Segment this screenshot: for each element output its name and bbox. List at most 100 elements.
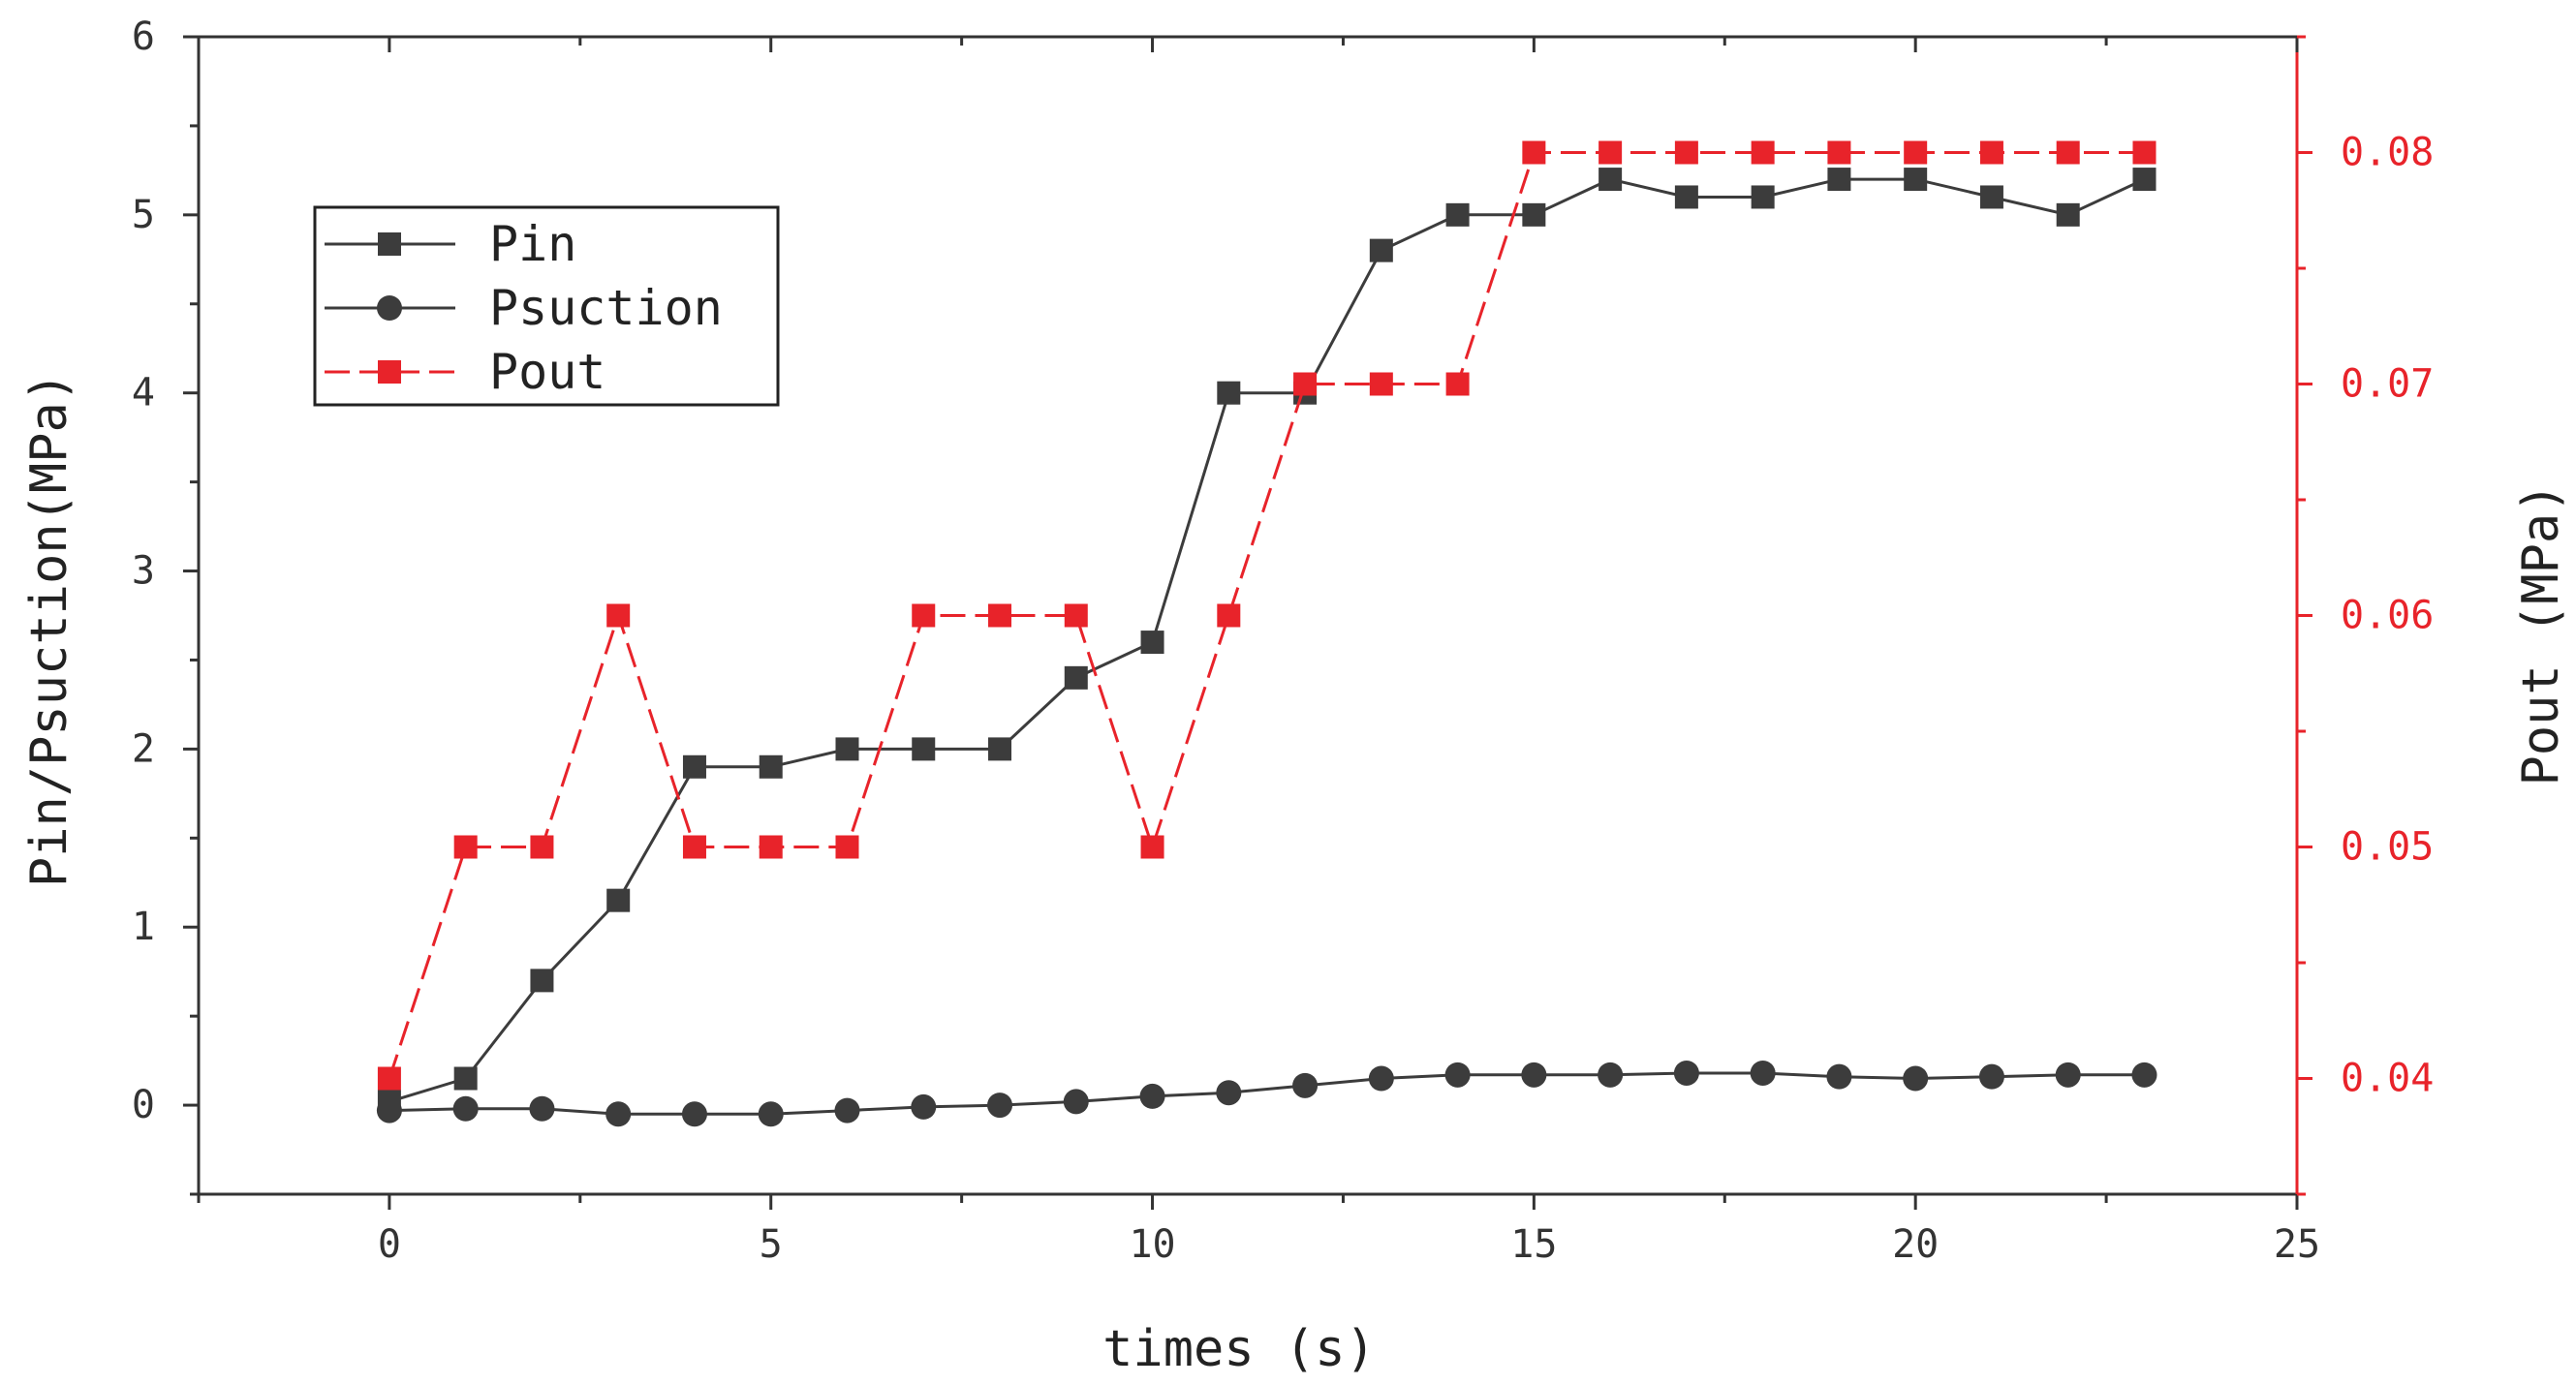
y-tick-label-left: 5 (132, 193, 155, 237)
pout-point (1140, 835, 1164, 859)
pout-point (1827, 140, 1851, 165)
x-tick-label: 0 (378, 1222, 401, 1267)
psuction-point (1826, 1063, 1852, 1090)
psuction-point (911, 1093, 937, 1120)
pin-point (759, 754, 783, 779)
psuction-point (376, 1097, 402, 1123)
x-tick-label: 25 (2274, 1222, 2320, 1267)
pout-point (1217, 603, 1241, 628)
x-tick-label: 20 (1892, 1222, 1939, 1267)
psuction-point (1978, 1063, 2004, 1090)
psuction-point (1292, 1072, 1319, 1098)
psuction-point (681, 1101, 707, 1127)
pout-point (1598, 140, 1623, 165)
psuction-point (1444, 1062, 1471, 1088)
pout-point (453, 835, 478, 859)
pin-point (2056, 202, 2080, 227)
pin-point (835, 737, 859, 761)
y-tick-label-left: 0 (132, 1083, 155, 1127)
psuction-point (987, 1093, 1013, 1119)
x-tick-label: 10 (1129, 1222, 1175, 1267)
psuction-series-line (388, 1071, 2145, 1116)
pout-point (1674, 140, 1698, 165)
psuction-point (758, 1101, 784, 1127)
psuction-point (1063, 1089, 1089, 1115)
psuction-point (2055, 1062, 2081, 1088)
legend-label-psuction: Psuction (489, 280, 723, 336)
pout-point (1979, 140, 2003, 165)
legend-marker-pin (378, 232, 401, 256)
psuction-point (605, 1101, 632, 1127)
pout-point (1904, 140, 1928, 165)
psuction-point (1750, 1060, 1776, 1086)
y-tick-label-left: 1 (132, 905, 155, 949)
pin-point (682, 754, 706, 779)
legend: Pin Psuction Pout (313, 205, 780, 407)
psuction-point (1368, 1065, 1394, 1092)
y-tick-label-left: 4 (132, 371, 155, 416)
psuction-point (1521, 1062, 1547, 1088)
pout-point (1751, 140, 1775, 165)
pout-point (682, 835, 706, 859)
y-axis-title-right: Pout (MPa) (2512, 482, 2570, 785)
pin-point (530, 969, 554, 993)
y-tick-label-right: 0.06 (2341, 594, 2434, 638)
pin-point (1827, 168, 1851, 192)
pout-point (759, 835, 783, 859)
legend-marker-psuction (377, 295, 402, 321)
pout-point (530, 835, 554, 859)
y-tick-label-right: 0.08 (2341, 131, 2434, 175)
pin-point (1369, 238, 1393, 262)
pout-point (1293, 372, 1318, 396)
pout-point (1445, 372, 1470, 396)
pout-point (2132, 140, 2157, 165)
pout-point (912, 603, 936, 628)
legend-label-pout: Pout (489, 344, 605, 400)
pin-point (453, 1066, 478, 1091)
psuction-point (1903, 1065, 1929, 1092)
psuction-point (1139, 1083, 1165, 1109)
y-tick-label-left: 2 (132, 726, 155, 771)
psuction-point (529, 1095, 555, 1122)
pin-point (912, 737, 936, 761)
pout-point (1064, 603, 1088, 628)
pin-point (988, 737, 1012, 761)
y-tick-label-left: 3 (132, 549, 155, 594)
psuction-point (834, 1097, 860, 1123)
y-axis-title-left: Pin/Psuction(MPa) (20, 372, 78, 887)
y-tick-label-right: 0.05 (2341, 825, 2434, 870)
psuction-point (452, 1095, 479, 1122)
pin-point (606, 888, 631, 912)
pin-point (1140, 631, 1164, 655)
pout-point (606, 603, 631, 628)
pin-point (1904, 168, 1928, 192)
x-tick-label: 15 (1510, 1222, 1557, 1267)
pin-point (1979, 185, 2003, 209)
pout-point (988, 603, 1012, 628)
legend-marker-pout (378, 360, 401, 384)
psuction-point (1216, 1080, 1242, 1106)
pout-point (1369, 372, 1393, 396)
pin-point (1674, 185, 1698, 209)
x-tick-label: 5 (760, 1222, 783, 1267)
pout-point (835, 835, 859, 859)
pin-point (1522, 202, 1546, 227)
pout-point (377, 1066, 401, 1091)
pin-point (2132, 168, 2157, 192)
pout-series-line (388, 151, 2145, 1079)
pin-series-line (388, 177, 2146, 1103)
y-tick-label-left: 6 (132, 15, 155, 59)
pin-point (1751, 185, 1775, 209)
pin-point (1217, 381, 1241, 405)
pin-point (1445, 202, 1470, 227)
legend-label-pin: Pin (489, 216, 576, 272)
psuction-point (2131, 1062, 2157, 1088)
x-axis-title: times (s) (1102, 1320, 1376, 1378)
pout-point (1522, 140, 1546, 165)
psuction-point (1673, 1060, 1699, 1086)
psuction-point (1598, 1062, 1624, 1088)
axes-frame: 0 5 10 15 20 25 0 1 2 3 4 5 6 0.04 0.05 0.06 0.07 0.08 (132, 15, 2434, 1267)
series-layer (376, 140, 2157, 1127)
y-tick-label-right: 0.07 (2341, 362, 2434, 407)
